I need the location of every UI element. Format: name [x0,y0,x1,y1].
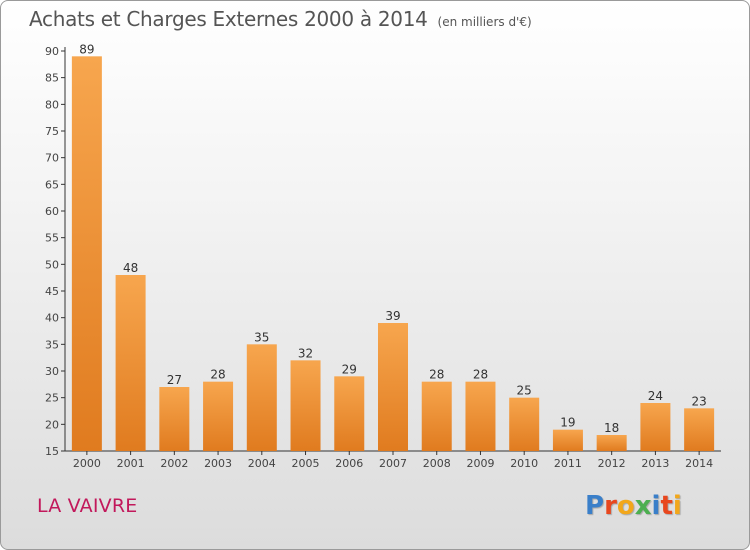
x-tick-label: 2004 [248,457,276,470]
bar [421,381,452,451]
bar [159,387,190,451]
logo-letter: i [651,491,661,521]
bar [334,376,365,451]
y-tick-label: 25 [45,392,59,405]
y-tick-label: 55 [45,232,59,245]
logo-letter: r [604,491,617,521]
data-label: 35 [254,330,269,344]
x-tick-label: 2005 [292,457,320,470]
data-label: 39 [385,309,400,323]
x-tick-label: 2003 [204,457,232,470]
y-tick-label: 50 [45,258,59,271]
logo-letter: x [634,491,652,521]
data-label: 19 [560,416,575,430]
y-tick-label: 90 [45,45,59,58]
bar [115,275,146,451]
logo-letter: P [585,491,605,521]
data-label: 24 [648,389,663,403]
y-tick-label: 65 [45,178,59,191]
bar [246,344,277,451]
data-label: 23 [691,394,706,408]
x-tick-label: 2011 [554,457,582,470]
data-label: 18 [604,421,619,435]
logo-letter: t [660,491,673,521]
x-tick-label: 2007 [379,457,407,470]
logo-letter: i [672,491,682,521]
proxiti-logo: Proxiti [585,491,682,521]
x-tick-label: 2010 [510,457,538,470]
x-tick-label: 2000 [73,457,101,470]
y-tick-label: 85 [45,72,59,85]
x-tick-label: 2001 [117,457,145,470]
x-tick-label: 2009 [466,457,494,470]
bar [640,403,671,451]
data-label: 29 [342,362,357,376]
bar [552,429,583,451]
location-label: LA VAIVRE [37,495,138,517]
data-label: 28 [473,368,488,382]
data-label: 89 [79,42,94,56]
y-tick-label: 35 [45,338,59,351]
y-tick-label: 20 [45,418,59,431]
x-tick-label: 2002 [160,457,188,470]
data-label: 27 [167,373,182,387]
chart-subtitle: (en milliers d'€) [437,15,532,29]
bar [290,360,321,451]
bar [465,381,496,451]
chart-title: Achats et Charges Externes 2000 à 2014 (e… [29,7,532,31]
chart-title-text: Achats et Charges Externes 2000 à 2014 [29,7,428,31]
bar [596,435,627,451]
data-label: 28 [429,368,444,382]
bar [378,323,408,451]
y-tick-label: 80 [45,98,59,111]
y-tick-label: 15 [45,445,59,458]
x-tick-label: 2014 [685,457,713,470]
y-tick-label: 45 [45,285,59,298]
bar [509,397,540,451]
data-label: 28 [210,368,225,382]
x-tick-label: 2013 [641,457,669,470]
y-tick-label: 70 [45,152,59,165]
bar [684,408,715,451]
x-tick-label: 2012 [598,457,626,470]
bar [71,56,102,451]
x-tick-label: 2008 [423,457,451,470]
x-tick-label: 2006 [335,457,363,470]
y-tick-label: 30 [45,365,59,378]
logo-letter: o [616,491,635,521]
bar [203,381,234,451]
data-label: 32 [298,346,313,360]
data-label: 25 [517,384,532,398]
y-tick-label: 40 [45,312,59,325]
y-tick-label: 60 [45,205,59,218]
data-label: 48 [123,261,138,275]
y-tick-label: 75 [45,125,59,138]
